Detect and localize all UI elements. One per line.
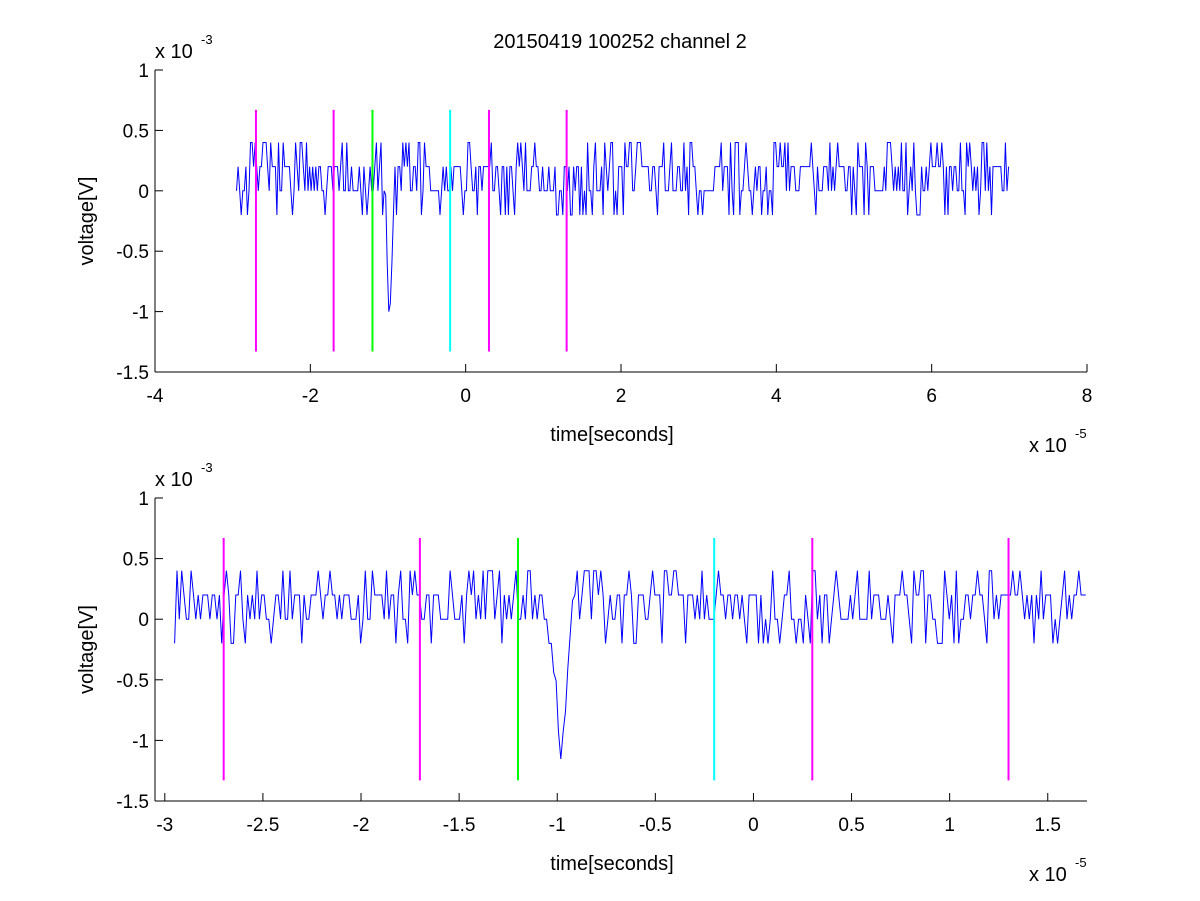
- figure-title: 20150419 100252 channel 2: [493, 31, 747, 53]
- signal-trace: [236, 142, 1010, 312]
- x-tick-label: 0: [460, 386, 471, 407]
- x-tick-label: 4: [771, 386, 782, 407]
- x-exponent-power: -5: [1075, 855, 1087, 870]
- y-tick-label: -1.5: [116, 792, 149, 813]
- y-tick-label: -0.5: [116, 671, 149, 692]
- y-tick-label: 0.5: [123, 550, 149, 571]
- x-exponent-base: x 10: [1029, 864, 1067, 886]
- y-exponent-power: -3: [201, 460, 213, 475]
- y-exponent-power: -3: [201, 32, 213, 47]
- y-tick-label: 0: [138, 182, 149, 203]
- y-tick-label: 1: [138, 61, 149, 82]
- y-axis-label: voltage[V]: [76, 177, 98, 266]
- y-tick-label: 0: [138, 610, 149, 631]
- x-tick-label: -3: [156, 815, 173, 836]
- y-tick-label: -1: [132, 303, 149, 324]
- x-tick-label: -1.5: [443, 815, 476, 836]
- y-tick-label: 0.5: [123, 121, 149, 142]
- x-tick-label: 1: [944, 815, 955, 836]
- x-tick-label: -4: [147, 386, 164, 407]
- y-tick-label: -0.5: [116, 242, 149, 263]
- x-exponent-power: -5: [1075, 426, 1087, 441]
- x-tick-label: 2: [616, 386, 627, 407]
- y-axis-label: voltage[V]: [76, 605, 98, 694]
- x-tick-label: -0.5: [639, 815, 672, 836]
- x-axis-label: time[seconds]: [550, 424, 673, 446]
- x-tick-label: -2.5: [247, 815, 280, 836]
- x-tick-label: 6: [926, 386, 937, 407]
- x-tick-label: 1.5: [1035, 815, 1061, 836]
- signal-trace: [174, 570, 1086, 760]
- x-tick-label: -2: [353, 815, 370, 836]
- bottom-axes: -3 -2.5 -2 -1.5 -1 -0.5 0 0.5 1 1.5 -1.5 -1 -0.5 0 0.5…: [76, 460, 1087, 886]
- x-tick-label: 0: [748, 815, 759, 836]
- x-tick-label: -1: [549, 815, 566, 836]
- y-tick-label: -1: [132, 731, 149, 752]
- x-tick-label: 0.5: [838, 815, 864, 836]
- x-exponent-base: x 10: [1029, 435, 1067, 457]
- y-tick-label: -1.5: [116, 363, 149, 384]
- y-exponent-base: x 10: [155, 469, 193, 491]
- x-tick-label: -2: [302, 386, 319, 407]
- y-exponent-base: x 10: [155, 41, 193, 63]
- x-tick-label: 8: [1082, 386, 1093, 407]
- x-axis-label: time[seconds]: [550, 853, 673, 875]
- top-axes: -4 -2 0 2 4 6 8 -1.5 -1 -0.5 0 0.5 1 time[seconds] vol…: [76, 32, 1092, 457]
- y-tick-label: 1: [138, 489, 149, 510]
